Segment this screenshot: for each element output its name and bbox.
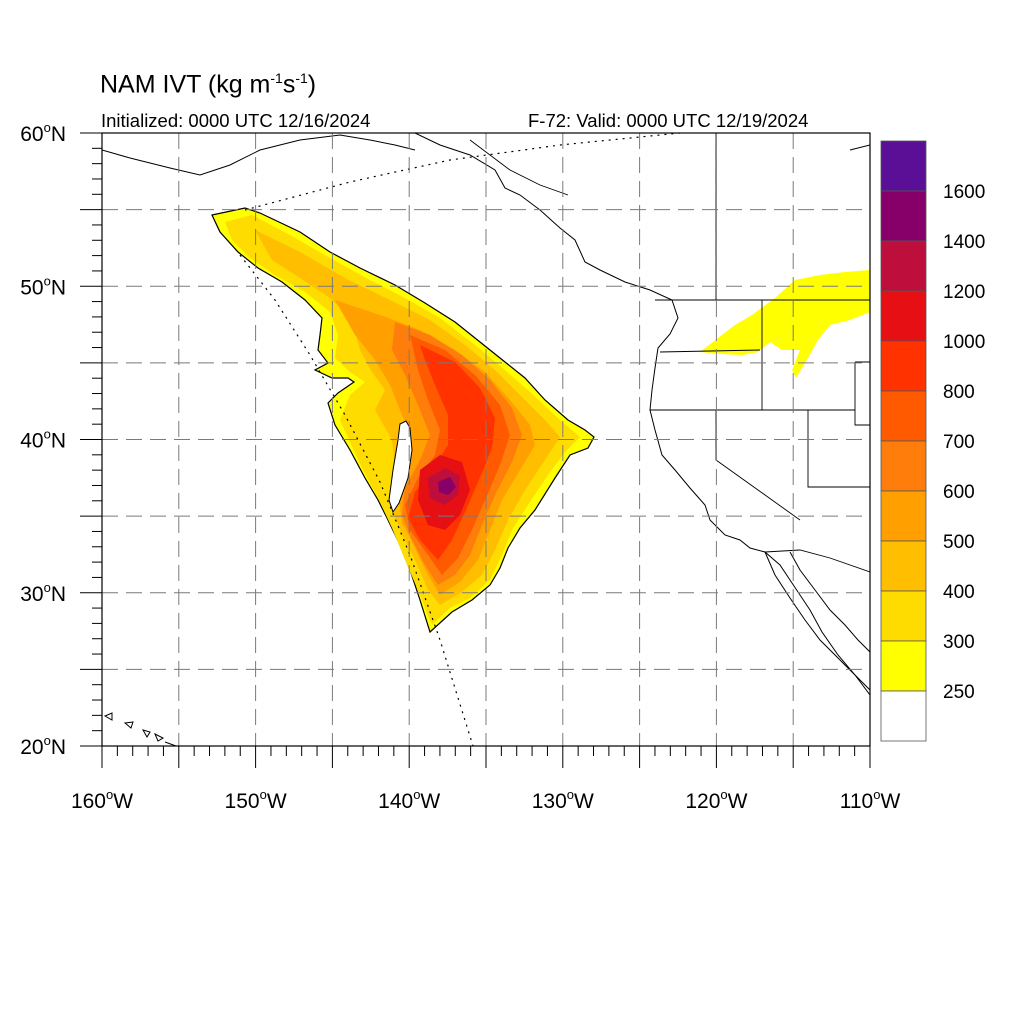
- longitude-label: 160oW: [71, 787, 133, 813]
- longitude-label: 150oW: [225, 787, 287, 813]
- ivt-plume-1400: [438, 477, 456, 495]
- colorbar-swatch: [880, 690, 927, 742]
- colorbar-label: 1000: [943, 332, 985, 353]
- colorbar-swatch: [880, 190, 927, 242]
- utah-border: [807, 410, 870, 488]
- colorbar-label: 800: [943, 382, 975, 403]
- colorbar-label: 500: [943, 532, 975, 553]
- colorbar-swatch: [880, 240, 927, 292]
- usa-mexico-border: [764, 549, 870, 573]
- colorbar-label: 300: [943, 632, 975, 653]
- alaska-coast: [102, 134, 416, 176]
- title-text-s: s: [282, 70, 296, 99]
- baja-california: [764, 551, 870, 691]
- colorbar-swatch: [880, 140, 927, 192]
- colorbar-label: 1600: [943, 182, 985, 203]
- map-frame: [101, 132, 871, 747]
- colorbar-label: 600: [943, 482, 975, 503]
- axis-ticks: [80, 132, 871, 768]
- latitude-labels: 60oN 50oN 40oN 30oN 20oN: [20, 120, 66, 759]
- colorbar-label: 1400: [943, 232, 985, 253]
- latitude-label: 20oN: [20, 733, 66, 759]
- longitude-label: 110oW: [840, 787, 901, 813]
- ivt-inland-patch: [700, 270, 870, 378]
- initialized-label: Initialized: 0000 UTC 12/16/2024: [101, 110, 371, 131]
- nam-domain-boundary: [239, 133, 681, 746]
- longitude-label: 140oW: [378, 787, 440, 813]
- lat-lon-grid: [102, 133, 870, 746]
- colorbar-swatch: [880, 340, 927, 392]
- north-america-coast: [414, 133, 870, 696]
- longitude-label: 130oW: [532, 787, 594, 813]
- oregon-washington-border: [659, 349, 761, 353]
- title-close: ): [307, 70, 317, 99]
- wyoming-border: [854, 361, 870, 426]
- colorbar-swatch: [880, 590, 927, 642]
- ivt-plume: [211, 207, 870, 634]
- title-text: NAM IVT (kg m: [100, 70, 271, 99]
- colorbar-swatch: [880, 490, 927, 542]
- latitude-label: 30oN: [20, 580, 66, 606]
- hudson-coast: [849, 144, 870, 151]
- latitude-label: 40oN: [20, 427, 66, 453]
- colorbar-label: 700: [943, 432, 975, 453]
- coastlines: [102, 133, 870, 746]
- colorbar: 1600 1400 1200 1000 800 700 600 500 400 300 250: [880, 140, 985, 742]
- alaska-canada-border: [469, 139, 569, 196]
- latitude-label: 60oN: [20, 120, 66, 146]
- title-exponent-2: -1: [295, 70, 308, 86]
- longitude-label: 120oW: [685, 787, 747, 813]
- colorbar-label: 400: [943, 582, 975, 603]
- colorbar-swatch: [880, 540, 927, 592]
- colorbar-label: 250: [943, 682, 975, 703]
- colorbar-label: 1200: [943, 282, 985, 303]
- valid-time-label: F-72: Valid: 0000 UTC 12/19/2024: [528, 110, 809, 131]
- colorbar-swatch: [880, 640, 927, 692]
- hawaii-islands: [103, 712, 177, 746]
- gulf-coast-inner: [789, 551, 870, 653]
- colorbar-swatch: [880, 390, 927, 442]
- plume-gap: [388, 420, 413, 514]
- colorbar-swatch: [880, 290, 927, 342]
- longitude-labels: 160oW 150oW 140oW 130oW 120oW 110oW: [71, 787, 901, 813]
- latitude-label: 50oN: [20, 273, 66, 299]
- colorbar-swatch: [880, 440, 927, 492]
- map-title: NAM IVT (kg m-1s-1): [100, 70, 316, 99]
- title-exponent-1: -1: [270, 70, 283, 86]
- nevada-border: [715, 410, 801, 521]
